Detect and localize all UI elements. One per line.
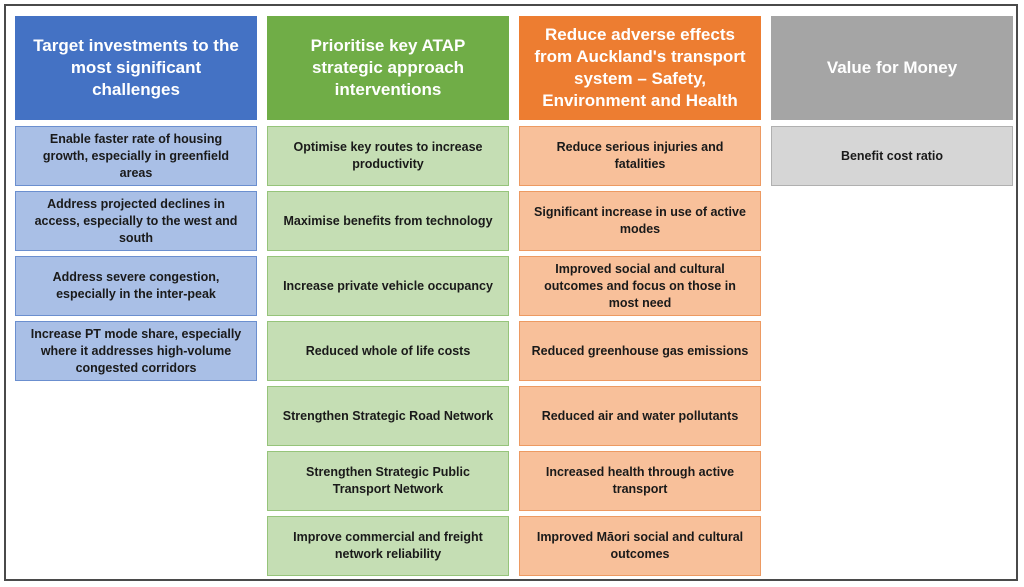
item-box: Significant increase in use of active mo…	[519, 191, 761, 251]
item-box: Increase PT mode share, especially where…	[15, 321, 257, 381]
column-adverse-effects: Reduce adverse effects from Auckland's t…	[519, 16, 761, 581]
item-box: Reduced air and water pollutants	[519, 386, 761, 446]
item-box: Enable faster rate of housing growth, es…	[15, 126, 257, 186]
item-box: Improved Māori social and cultural outco…	[519, 516, 761, 576]
item-box: Reduce serious injuries and fatalities	[519, 126, 761, 186]
item-box: Improve commercial and freight network r…	[267, 516, 509, 576]
item-box: Increased health through active transpor…	[519, 451, 761, 511]
item-box: Optimise key routes to increase producti…	[267, 126, 509, 186]
column-items: Reduce serious injuries and fatalities S…	[519, 126, 761, 576]
column-header: Target investments to the most significa…	[15, 16, 257, 120]
item-box: Maximise benefits from technology	[267, 191, 509, 251]
diagram-frame: Target investments to the most significa…	[4, 4, 1018, 581]
item-box: Improved social and cultural outcomes an…	[519, 256, 761, 316]
column-header: Reduce adverse effects from Auckland's t…	[519, 16, 761, 120]
column-items: Optimise key routes to increase producti…	[267, 126, 509, 576]
column-interventions: Prioritise key ATAP strategic approach i…	[267, 16, 509, 581]
column-items: Benefit cost ratio	[771, 126, 1013, 186]
column-value-for-money: Value for Money Benefit cost ratio	[771, 16, 1013, 191]
column-items: Enable faster rate of housing growth, es…	[15, 126, 257, 381]
item-box: Address projected declines in access, es…	[15, 191, 257, 251]
item-box: Increase private vehicle occupancy	[267, 256, 509, 316]
column-challenges: Target investments to the most significa…	[15, 16, 257, 386]
column-header: Value for Money	[771, 16, 1013, 120]
item-box: Reduced whole of life costs	[267, 321, 509, 381]
column-header: Prioritise key ATAP strategic approach i…	[267, 16, 509, 120]
item-box: Benefit cost ratio	[771, 126, 1013, 186]
item-box: Address severe congestion, especially in…	[15, 256, 257, 316]
item-box: Strengthen Strategic Public Transport Ne…	[267, 451, 509, 511]
item-box: Reduced greenhouse gas emissions	[519, 321, 761, 381]
item-box: Strengthen Strategic Road Network	[267, 386, 509, 446]
